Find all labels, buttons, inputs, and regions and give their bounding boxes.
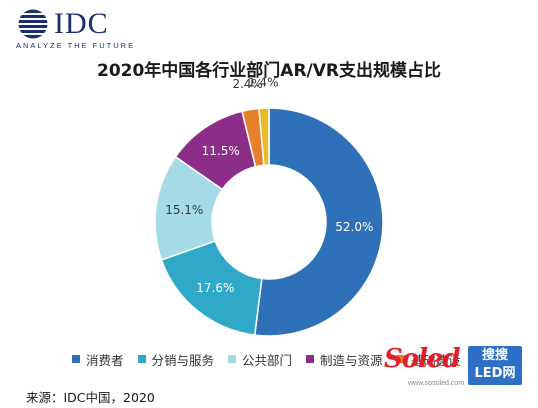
idc-logo: IDC ANALYZE THE FUTURE — [16, 7, 156, 51]
watermark-logo: Soled 搜搜 LED网 www.sosoled.com — [384, 344, 532, 392]
legend-label-4: 基础建设 — [410, 352, 461, 368]
legend-swatch-0 — [72, 355, 80, 363]
legend-item-1: 分销与服务 — [137, 350, 215, 369]
logo-wordmark: IDC — [54, 7, 109, 40]
data-label-0: 52.0% — [335, 220, 373, 234]
watermark-badge: 搜搜 LED网 — [468, 346, 522, 385]
data-label-3: 11.5% — [202, 144, 240, 158]
data-label-2: 15.1% — [165, 203, 203, 217]
legend-swatch-1 — [137, 355, 146, 363]
legend-item-0: 消费者 — [72, 350, 124, 369]
donut-slice-5 — [258, 107, 270, 167]
globe-icon — [18, 9, 48, 39]
watermark-url: www.sosoled.com — [408, 380, 465, 387]
legend-swatch-2 — [228, 355, 237, 363]
source-note: 来源：IDC中国，2020 — [26, 390, 155, 405]
data-label-5: 1.4% — [248, 76, 279, 90]
legend-swatch-3 — [306, 355, 315, 363]
legend-label-2: 公共部门 — [242, 352, 293, 368]
legend-item-4: 基础建设 — [396, 350, 461, 369]
legend-label-0: 消费者 — [86, 352, 124, 368]
watermark-badge-line2: LED网 — [474, 366, 516, 381]
data-label-4: 2.4% — [232, 77, 263, 91]
legend-item-2: 公共部门 — [228, 350, 292, 369]
legend-swatch-4 — [396, 355, 405, 363]
data-label-1: 17.6% — [196, 281, 234, 295]
donut-slice-0 — [253, 107, 384, 337]
watermark-badge-line1: 搜搜 — [481, 348, 508, 363]
legend-label-3: 制造与资源 — [320, 352, 383, 368]
legend-label-1: 分销与服务 — [151, 352, 215, 368]
logo-tagline: ANALYZE THE FUTURE — [16, 41, 136, 50]
watermark-script: Soled — [384, 344, 461, 374]
legend-item-3: 制造与资源 — [306, 350, 383, 369]
chart-title: 2020年中国各行业部门AR/VR支出规模占比 — [96, 61, 442, 81]
